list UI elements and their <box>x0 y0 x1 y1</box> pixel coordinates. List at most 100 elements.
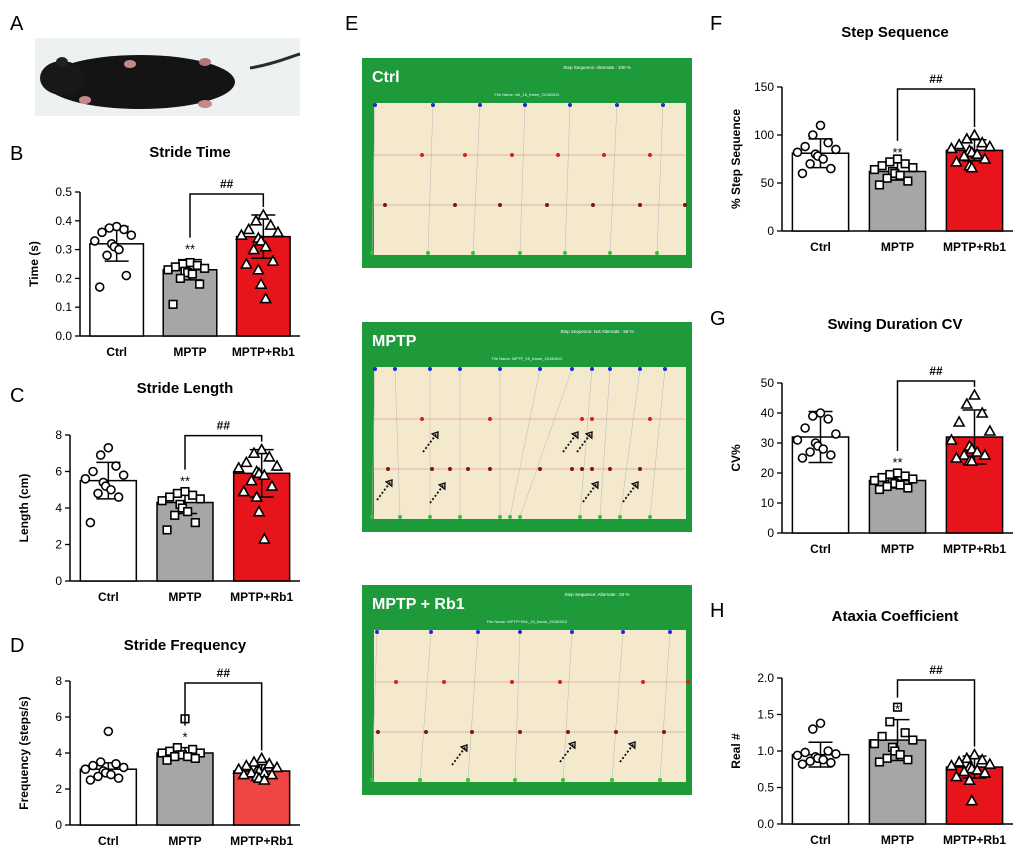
data-point <box>978 448 992 460</box>
data-point <box>183 507 193 517</box>
x-tick-label: Ctrl <box>106 345 127 359</box>
footprint-dot-green <box>655 251 659 255</box>
data-point <box>106 769 116 780</box>
data-point <box>240 257 253 269</box>
chart-title: Step Sequence <box>841 24 949 41</box>
data-point <box>826 163 836 174</box>
data-point <box>957 149 971 161</box>
bracket-label: ## <box>217 419 231 433</box>
x-tick-label: MPTP+Rb1 <box>232 345 295 359</box>
data-point <box>874 180 885 190</box>
footprint-header-text: Step Sequence: Alternate : 83 % <box>564 592 629 597</box>
panel-letter-c: C <box>10 385 24 407</box>
data-point <box>950 155 963 167</box>
footprint-dot-green <box>563 251 567 255</box>
y-tick-label: 50 <box>761 176 775 190</box>
x-tick-label: Ctrl <box>98 834 119 848</box>
data-point <box>978 766 992 778</box>
data-point <box>162 755 172 765</box>
footprint-dot-blue <box>393 367 397 371</box>
data-point <box>903 483 913 493</box>
y-tick-label: 150 <box>754 80 774 94</box>
footprint-dot-red <box>394 680 398 684</box>
footprint-group-label: MPTP + Rb1 <box>372 596 465 613</box>
footprint-dot-blue <box>615 103 619 107</box>
footprint-dot-blue <box>373 103 377 107</box>
data-point <box>970 763 984 775</box>
footprint-connector <box>472 104 481 254</box>
data-point <box>252 505 266 517</box>
data-point <box>265 479 279 491</box>
footprint-dot-green <box>398 515 402 519</box>
footprint-connector <box>619 368 641 518</box>
footprint-arrow-shaft <box>622 481 639 503</box>
data-point <box>970 445 984 457</box>
y-tick-label: 8 <box>55 428 62 442</box>
y-tick-label: 0.1 <box>55 300 72 314</box>
data-point <box>170 751 180 762</box>
footprint-dot-red <box>488 417 492 421</box>
footprint-arrow-shaft <box>582 481 599 503</box>
data-point <box>975 406 989 418</box>
footprint-dot-blue <box>518 630 522 634</box>
data-point <box>831 749 841 759</box>
footprint-dot-blue <box>478 103 482 107</box>
y-tick-label: 0 <box>767 224 774 238</box>
data-point <box>190 753 200 763</box>
footprint-dot-red <box>602 153 606 157</box>
y-tick-label: 1.0 <box>757 744 774 758</box>
x-tick-label: MPTP+Rb1 <box>230 590 293 604</box>
footprint-connector <box>649 368 666 518</box>
data-point <box>192 260 202 271</box>
chart-title: Swing Duration CV <box>828 316 963 333</box>
panel-letter-f: F <box>710 13 722 35</box>
x-tick-label: MPTP+Rb1 <box>943 240 1006 254</box>
footprint-dot-red <box>686 680 690 684</box>
footprint-dot-blue <box>538 367 542 371</box>
y-axis-label: % Step Sequence <box>729 109 743 209</box>
footprint-arrow-shaft <box>422 431 439 453</box>
data-point <box>95 450 106 460</box>
chart-title: Stride Time <box>149 144 230 161</box>
x-tick-label: Ctrl <box>810 833 831 847</box>
significance-bracket <box>184 682 263 751</box>
y-tick-label: 0.0 <box>757 817 774 831</box>
footprint-connector <box>579 368 593 518</box>
data-point <box>823 414 833 424</box>
footprint-panel-2: MPTP + Rb1 Step Sequence: Alternate : 83 … <box>362 585 692 795</box>
data-point <box>978 152 992 164</box>
data-point <box>900 728 910 738</box>
data-point <box>885 469 895 480</box>
footprint-panel-0: Ctrl Step Sequence: Alternate : 100 % File… <box>362 58 692 268</box>
data-point <box>111 461 121 471</box>
data-point <box>815 408 826 418</box>
significance-star: ** <box>892 145 902 160</box>
data-point <box>254 234 268 246</box>
footprint-dot-green <box>508 515 512 519</box>
data-point <box>240 455 253 468</box>
footprint-connector <box>371 631 378 781</box>
footprint-header-text: Step Sequence: Alternate : 100 % <box>563 65 631 70</box>
data-point <box>792 435 803 445</box>
footprint-dot-dark <box>591 203 595 207</box>
footprint-dot-dark <box>488 467 492 471</box>
data-point <box>895 480 905 490</box>
data-point <box>172 488 182 499</box>
data-point <box>121 270 132 281</box>
data-point <box>264 218 278 230</box>
data-point <box>242 222 256 235</box>
footprint-plot-area <box>374 630 686 782</box>
data-point <box>945 433 958 445</box>
data-point <box>968 128 981 140</box>
y-tick-label: 8 <box>55 674 62 688</box>
chart-title: Ataxia Coefficient <box>832 608 959 625</box>
y-tick-label: 10 <box>761 496 775 510</box>
significance-bracket <box>184 434 263 470</box>
footprint-dot-red <box>648 417 652 421</box>
footprint-arrow-shaft <box>429 482 446 504</box>
data-point <box>255 442 269 455</box>
footprint-dot-dark <box>638 203 642 207</box>
significance-star: * <box>895 702 900 717</box>
footprint-dot-green <box>466 778 470 782</box>
footprint-header-text: Step Sequence: Not Alternate : 58 % <box>560 329 633 334</box>
